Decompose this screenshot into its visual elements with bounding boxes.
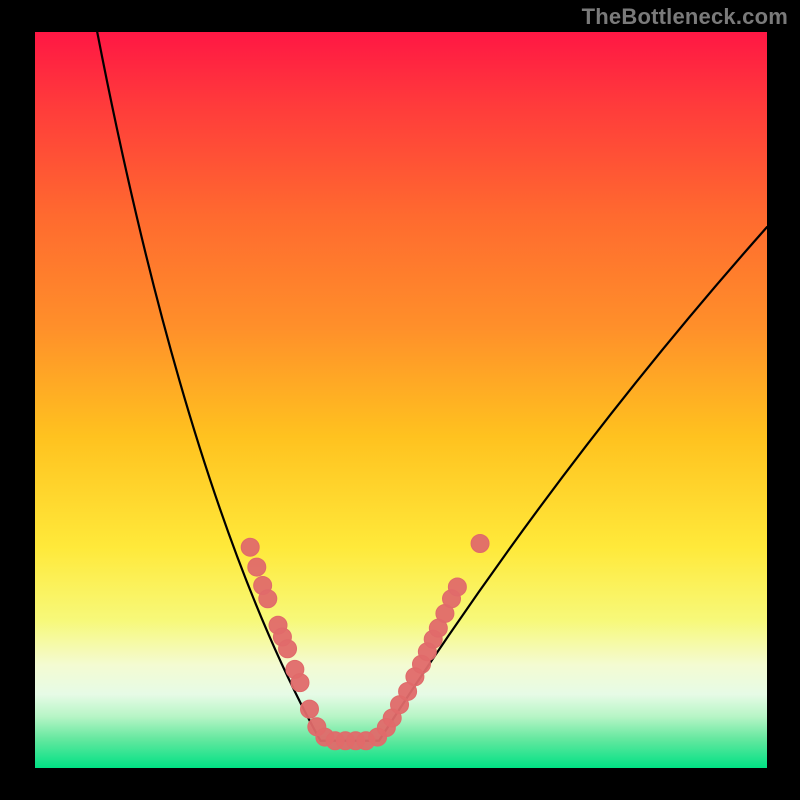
- plot-background: [35, 32, 767, 768]
- data-marker: [259, 590, 277, 608]
- data-marker: [241, 538, 259, 556]
- data-marker: [248, 558, 266, 576]
- chart-svg: [0, 0, 800, 800]
- outer-frame: TheBottleneck.com: [0, 0, 800, 800]
- data-marker: [301, 700, 319, 718]
- data-marker: [279, 640, 297, 658]
- data-marker: [291, 674, 309, 692]
- data-marker: [448, 578, 466, 596]
- data-marker: [471, 535, 489, 553]
- watermark-text: TheBottleneck.com: [582, 4, 788, 30]
